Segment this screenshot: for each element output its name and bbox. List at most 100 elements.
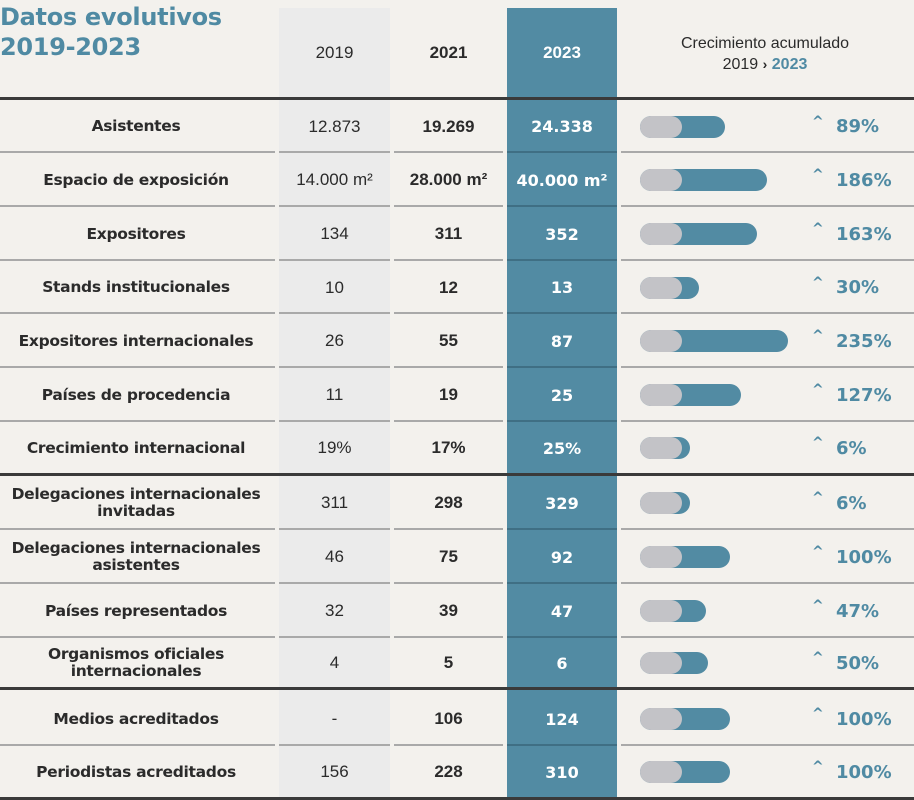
row-divider	[507, 312, 617, 314]
growth-value: 47%	[836, 600, 880, 622]
growth-value: 50%	[836, 652, 880, 674]
row-divider	[621, 636, 914, 638]
growth-bar-base	[640, 761, 682, 783]
row-divider	[394, 582, 503, 584]
row-divider	[0, 744, 275, 746]
section-divider	[0, 473, 914, 476]
value-2021: 106	[434, 709, 463, 728]
row-label: Expositores	[86, 224, 186, 243]
row-divider	[279, 366, 390, 368]
row-divider	[394, 528, 503, 530]
value-2019: 19%	[317, 438, 352, 457]
growth-bar-base	[640, 708, 682, 730]
growth-percent: ^ 89%	[812, 100, 912, 153]
value-2021: 19.269	[422, 116, 475, 136]
row-divider	[279, 205, 390, 207]
row-divider	[279, 420, 390, 422]
header-2023: 2023	[543, 43, 581, 62]
value-2019: 10	[325, 277, 344, 297]
value-2023: 13	[550, 278, 574, 297]
growth-bar	[640, 546, 730, 568]
value-2023: 24.338	[531, 117, 593, 136]
value-2023: 124	[545, 709, 579, 729]
value-2019: 26	[325, 331, 344, 350]
row-divider	[507, 151, 617, 153]
value-2021: 39	[439, 601, 458, 620]
row-divider	[279, 259, 390, 261]
row-divider	[279, 582, 390, 584]
row-divider	[621, 259, 914, 261]
row-divider	[0, 528, 275, 530]
table-row: Crecimiento internacional 19% 17% 25% ^ 6%	[0, 422, 914, 474]
row-divider	[394, 744, 503, 746]
table-row: Países representados 32 39 47 ^ 47%	[0, 584, 914, 638]
growth-value: 235%	[836, 330, 892, 352]
value-2023: 47	[550, 601, 574, 621]
row-divider	[394, 312, 503, 314]
row-divider	[621, 420, 914, 422]
growth-bar-base	[640, 169, 682, 191]
header-2021: 2021	[429, 43, 468, 62]
growth-bar-base	[640, 546, 682, 568]
growth-percent: ^ 186%	[812, 153, 912, 207]
value-2023: 87	[550, 331, 574, 351]
chevron-up-icon: ^	[812, 759, 824, 775]
row-divider	[621, 582, 914, 584]
row-divider	[621, 205, 914, 207]
growth-bar-base	[640, 492, 682, 514]
value-2019: 12.873	[308, 116, 361, 136]
table-row: Delegaciones internacionales asistentes 4…	[0, 530, 914, 584]
row-label: Expositores internacionales	[18, 331, 254, 350]
value-2021: 311	[434, 224, 463, 243]
row-divider	[394, 366, 503, 368]
growth-value: 163%	[836, 223, 892, 245]
table-row: Periodistas acreditados 156 228 310 ^ 100%	[0, 746, 914, 798]
row-divider	[394, 259, 503, 261]
growth-percent: ^ 100%	[812, 692, 912, 746]
section-divider	[0, 97, 914, 100]
chevron-up-icon: ^	[812, 382, 824, 398]
row-divider	[0, 151, 275, 153]
row-divider	[621, 151, 914, 153]
chevron-up-icon: ^	[812, 113, 824, 130]
row-label: Delegaciones internacionales invitadas	[11, 485, 261, 520]
header-growth-range: 2019 › 2023	[640, 54, 890, 75]
column-2019-background	[279, 8, 390, 800]
value-2021: 19	[439, 385, 458, 404]
row-label: Medios acreditados	[53, 709, 219, 728]
growth-value: 6%	[836, 492, 867, 514]
growth-percent: ^ 235%	[812, 314, 912, 368]
row-divider	[0, 636, 275, 638]
value-2021: 55	[439, 331, 458, 350]
value-2023: 40.000 m²	[516, 170, 608, 190]
growth-bar-base	[640, 600, 682, 622]
table-row: Expositores 134 311 352 ^ 163%	[0, 207, 914, 261]
growth-bar	[640, 761, 730, 783]
growth-bar	[640, 115, 725, 138]
growth-value: 30%	[836, 277, 880, 298]
growth-value: 100%	[836, 546, 892, 568]
chevron-up-icon: ^	[812, 167, 824, 183]
value-2019: 156	[320, 762, 349, 781]
header-growth-to: 2023	[771, 56, 808, 73]
chevron-right-icon: ›	[762, 56, 768, 72]
value-2023: 352	[545, 224, 579, 244]
growth-bar	[640, 223, 757, 245]
chevron-up-icon: ^	[812, 598, 824, 614]
row-label: Espacio de exposición	[43, 170, 229, 189]
row-divider	[507, 636, 617, 638]
row-label: Países representados	[44, 601, 228, 620]
row-divider	[279, 151, 390, 153]
header-growth-title: Crecimiento acumulado	[680, 35, 850, 52]
chevron-up-icon: ^	[812, 221, 824, 237]
growth-percent: ^ 47%	[812, 584, 912, 638]
growth-bar	[640, 437, 690, 459]
title-line-2: 2019-2023	[0, 33, 141, 61]
table-row: Asistentes 12.873 19.269 24.338 ^ 89%	[0, 100, 914, 153]
growth-value: 127%	[836, 384, 892, 406]
row-divider	[507, 528, 617, 530]
growth-bar-base	[640, 223, 682, 245]
row-divider	[507, 259, 617, 261]
chevron-up-icon: ^	[812, 435, 824, 451]
value-2021: 12	[439, 277, 458, 297]
